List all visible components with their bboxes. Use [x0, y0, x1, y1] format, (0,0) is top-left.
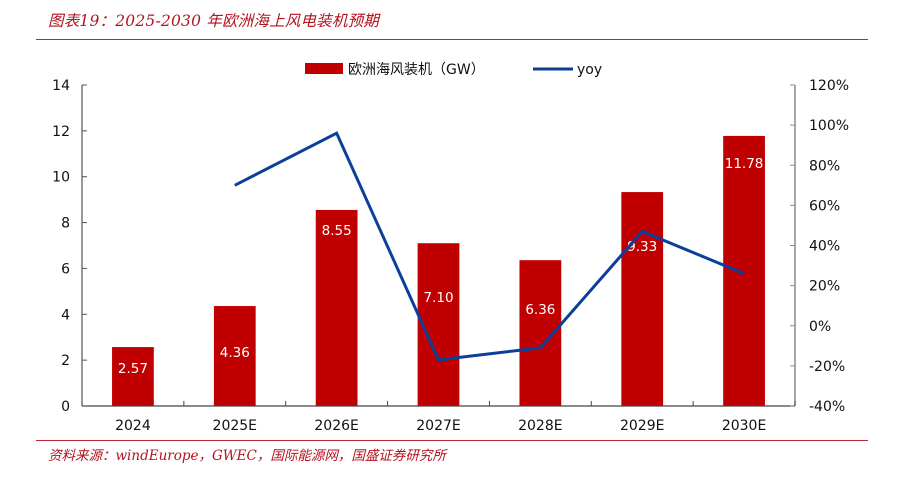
left-tick-label: 4: [61, 307, 70, 323]
right-tick-label: 0%: [809, 319, 831, 335]
bar-value-label: 7.10: [423, 290, 453, 306]
legend-swatch-bar: [305, 63, 343, 74]
right-tick-label: -40%: [809, 399, 845, 415]
right-tick-label: 100%: [809, 118, 849, 134]
source-divider: [36, 440, 868, 441]
legend-label-bar: 欧洲海风装机（GW）: [348, 62, 485, 78]
left-tick-label: 2: [61, 353, 70, 369]
left-tick-label: 14: [52, 78, 70, 94]
bar-2027E: [417, 243, 460, 406]
bar-value-label: 4.36: [220, 345, 250, 361]
bar-value-label: 6.36: [525, 302, 555, 318]
left-tick-label: 8: [61, 216, 70, 232]
left-tick-label: 10: [52, 170, 70, 186]
bar-value-label: 2.57: [118, 361, 148, 377]
bar-value-label: 8.55: [322, 223, 352, 239]
x-tick-label: 2027E: [416, 418, 460, 434]
bar-2029E: [621, 192, 664, 406]
left-tick-label: 6: [61, 261, 70, 277]
right-tick-label: 120%: [809, 78, 849, 94]
x-tick-label: 2030E: [722, 418, 766, 434]
bar-2025E: [213, 306, 256, 406]
bar-2026E: [315, 209, 358, 406]
x-tick-label: 2029E: [620, 418, 664, 434]
yoy-line: [234, 131, 745, 362]
left-tick-label: 12: [52, 124, 70, 140]
yoy-line-series: [234, 131, 745, 362]
legend-label-line: yoy: [577, 62, 602, 78]
source-note: 资料来源：windEurope，GWEC，国际能源网，国盛证券研究所: [48, 448, 446, 464]
axes: 0 2 4 6 8 10 12 14 -40% -20% 0% 20% 40% 60% 80% 100% 120…: [52, 78, 849, 434]
legend: 欧洲海风装机（GW） yoy: [305, 62, 602, 78]
x-tick-label: 2024: [115, 418, 151, 434]
right-tick-label: 40%: [809, 239, 840, 255]
bar-2030E: [723, 135, 765, 406]
title-divider: [36, 39, 868, 40]
right-tick-label: -20%: [809, 359, 845, 375]
right-tick-label: 60%: [809, 198, 840, 214]
right-tick-label: 80%: [809, 158, 840, 174]
x-tick-label: 2028E: [518, 418, 562, 434]
bar-value-label: 11.78: [725, 156, 764, 172]
x-tick-label: 2025E: [213, 418, 257, 434]
bar-labels: 2.57 4.36 8.55 7.10 6.36 9.33 11.78: [118, 156, 764, 377]
figure-title: 图表19：2025-2030 年欧洲海上风电装机预期: [48, 12, 379, 30]
bar-series: [112, 135, 765, 406]
bar-2024: [112, 347, 154, 406]
x-tick-label: 2026E: [314, 418, 358, 434]
right-tick-label: 20%: [809, 279, 840, 295]
left-tick-label: 0: [61, 399, 70, 415]
bar-value-label: 9.33: [627, 239, 657, 255]
